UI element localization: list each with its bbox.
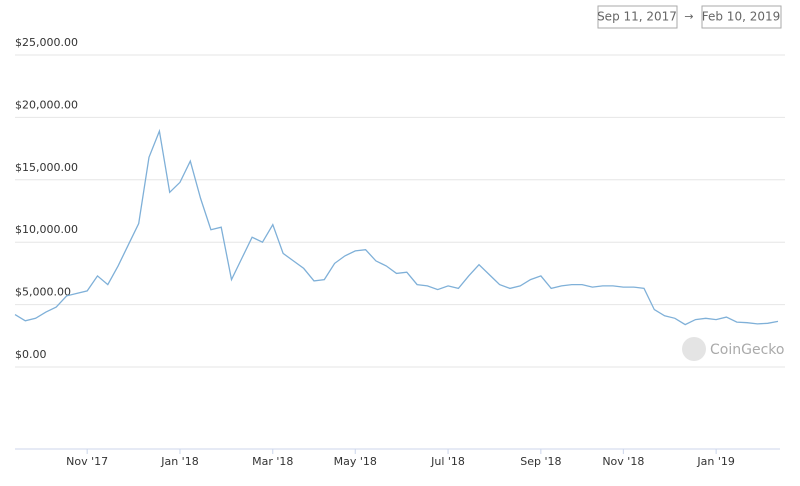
date-from-box[interactable]	[597, 5, 678, 29]
x-tick-label: Nov '18	[602, 455, 644, 468]
y-tick-label: $5,000.00	[15, 286, 71, 299]
watermark-logo	[682, 337, 706, 361]
x-tick-label: Mar '18	[252, 455, 293, 468]
x-tick-label: Jan '18	[160, 455, 198, 468]
x-tick-label: Jan '19	[696, 455, 734, 468]
x-tick-label: Sep '18	[520, 455, 561, 468]
y-tick-label: $10,000.00	[15, 223, 78, 236]
x-tick-label: Jul '18	[430, 455, 465, 468]
date-from[interactable]: Sep 11, 2017	[597, 10, 677, 24]
date-to[interactable]: Feb 10, 2019	[702, 10, 781, 24]
date-to-box[interactable]	[701, 5, 782, 29]
price-line	[14, 128, 779, 326]
y-tick-label: $25,000.00	[15, 36, 78, 49]
y-tick-label: $15,000.00	[15, 161, 78, 174]
y-tick-label: $20,000.00	[15, 98, 78, 111]
x-tick-label: May '18	[334, 455, 377, 468]
y-tick-label: $0.00	[15, 348, 47, 361]
date-separator: →	[684, 10, 693, 23]
x-tick-label: Nov '17	[66, 455, 108, 468]
watermark: CoinGecko	[710, 342, 784, 358]
